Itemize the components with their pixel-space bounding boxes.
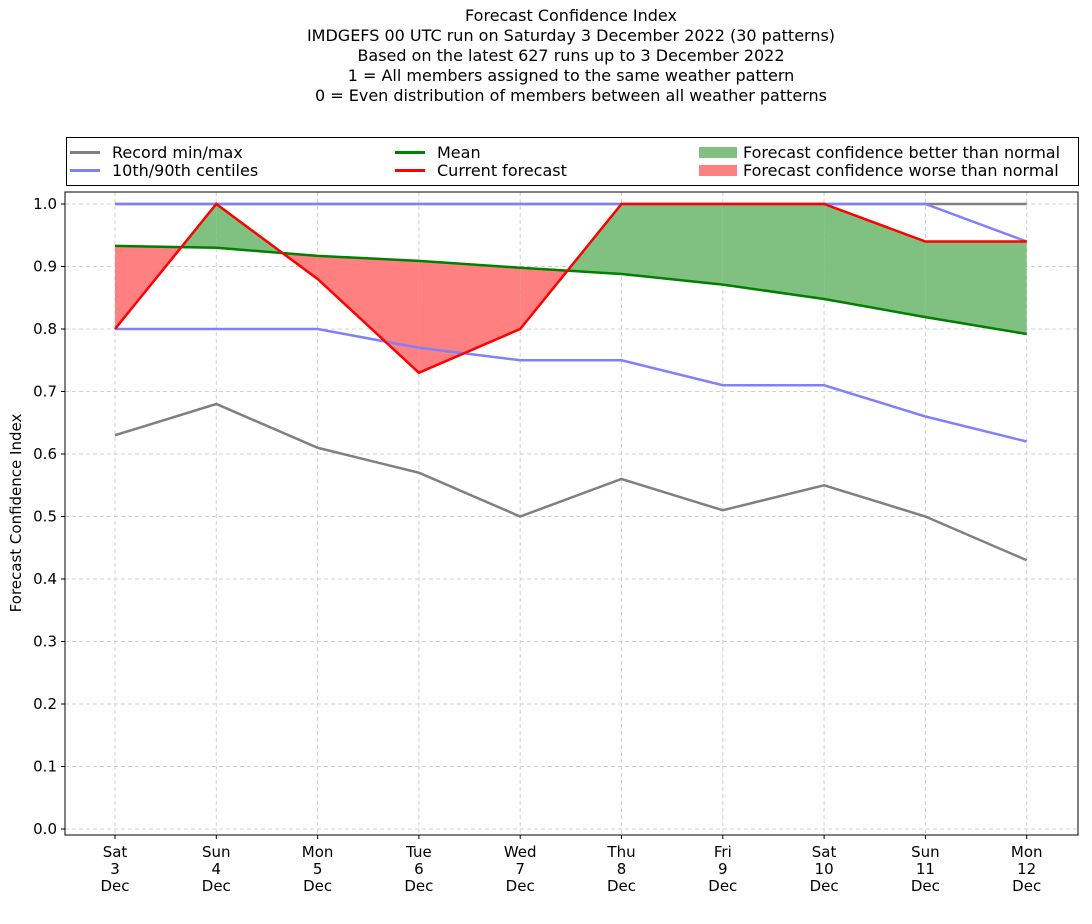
fill-better: [824, 204, 926, 318]
line-10th-centile: [115, 327, 1027, 443]
x-tick-label: 9: [718, 860, 728, 878]
x-tick-label: 4: [212, 860, 222, 878]
x-axis: Sat3DecSun4DecMon5DecTue6DecWed7DecThu8D…: [100, 835, 1043, 895]
x-tick-label: 10: [815, 860, 834, 878]
x-tick-label: Dec: [404, 877, 433, 895]
x-tick-label: Sat: [103, 843, 128, 861]
y-axis: 0.0 0.1 0.2 0.3 0.4 0.5 0.6 0.7 0.8 0.9 1.0: [33, 195, 65, 838]
x-tick-label: Sat: [812, 843, 837, 861]
line-current-forecast: [114, 202, 1027, 375]
line-90th-centile: [115, 202, 1028, 243]
title-line-2: IMDGEFS 00 UTC run on Saturday 3 Decembe…: [306, 26, 836, 45]
legend-label-centiles: 10th/90th centiles: [112, 160, 259, 180]
x-tick-label: Dec: [202, 877, 231, 895]
title-line-5: 0 = Even distribution of members between…: [314, 86, 828, 105]
x-tick-label: Dec: [506, 877, 535, 895]
x-tick-label: 3: [110, 860, 120, 878]
y-tick-label: 0.4: [33, 570, 57, 588]
legend-item-centiles: 10th/90th centiles: [70, 160, 259, 180]
legend-item-record: Record min/max: [70, 142, 243, 162]
title-line-4: 1 = All members assigned to the same wea…: [347, 66, 795, 85]
x-tick-label: 6: [414, 860, 424, 878]
legend-label-current: Current forecast: [437, 160, 567, 180]
x-tick-label: Fri: [714, 843, 732, 861]
x-tick-label: Mon: [1011, 843, 1043, 861]
y-tick-label: 0.1: [33, 758, 57, 776]
chart-title: Forecast Confidence Index IMDGEFS 00 UTC…: [0, 6, 1092, 106]
x-tick-label: 12: [1017, 860, 1036, 878]
y-tick-label: 0.8: [33, 320, 57, 338]
x-tick-label: Sun: [911, 843, 940, 861]
x-tick-label: Dec: [607, 877, 636, 895]
legend-item-better: Forecast confidence better than normal: [699, 142, 1061, 162]
fill-better: [722, 204, 825, 299]
x-tick-label: Dec: [708, 877, 737, 895]
y-tick-label: 1.0: [33, 195, 57, 213]
x-tick-label: 7: [515, 860, 525, 878]
fill-better: [621, 204, 723, 285]
y-tick-label: 0.2: [33, 695, 57, 713]
x-tick-label: Tue: [405, 843, 432, 861]
fill-worse: [317, 255, 419, 373]
y-tick-label: 0.5: [33, 508, 57, 526]
line-mean: [114, 244, 1027, 336]
legend-swatch-centiles: [70, 168, 100, 172]
x-tick-label: 8: [617, 860, 627, 878]
series-lines: [114, 202, 1028, 562]
y-tick-label: 0.3: [33, 633, 57, 651]
x-tick-label: Thu: [606, 843, 635, 861]
legend-label-better: Forecast confidence better than normal: [743, 142, 1061, 162]
y-tick-label: 0.9: [33, 258, 57, 276]
x-tick-label: Mon: [302, 843, 334, 861]
y-tick-label: 0.6: [33, 445, 57, 463]
x-tick-label: Dec: [1012, 877, 1041, 895]
legend-item-worse: Forecast confidence worse than normal: [699, 160, 1059, 180]
x-tick-label: Dec: [303, 877, 332, 895]
x-tick-label: Sun: [202, 843, 231, 861]
legend-swatch-current: [395, 168, 425, 172]
legend-swatch-record: [70, 150, 100, 154]
legend-label-record: Record min/max: [112, 142, 243, 162]
fill-worse: [418, 260, 521, 373]
fill-better: [925, 241, 1027, 334]
x-tick-label: Dec: [911, 877, 940, 895]
legend-swatch-mean: [395, 150, 425, 154]
legend-swatch-better: [699, 146, 737, 158]
legend-label-mean: Mean: [437, 142, 481, 162]
x-tick-label: Wed: [504, 843, 537, 861]
legend-item-mean: Mean: [395, 142, 481, 162]
legend: Record min/max 10th/90th centiles Mean C…: [66, 137, 1079, 186]
plot-frame: [64, 191, 1079, 836]
legend-swatch-worse: [699, 164, 737, 176]
title-line-3: Based on the latest 627 runs up to 3 Dec…: [357, 46, 785, 65]
legend-item-current: Current forecast: [395, 160, 567, 180]
y-tick-label: 0.7: [33, 383, 57, 401]
x-tick-label: Dec: [100, 877, 129, 895]
title-line-1: Forecast Confidence Index: [465, 6, 677, 25]
x-tick-label: 5: [313, 860, 323, 878]
y-tick-label: 0.0: [33, 820, 57, 838]
line-record-min: [114, 402, 1028, 562]
legend-label-worse: Forecast confidence worse than normal: [743, 160, 1059, 180]
x-tick-label: 11: [916, 860, 935, 878]
x-tick-label: Dec: [810, 877, 839, 895]
y-axis-label: Forecast Confidence Index: [7, 414, 25, 613]
